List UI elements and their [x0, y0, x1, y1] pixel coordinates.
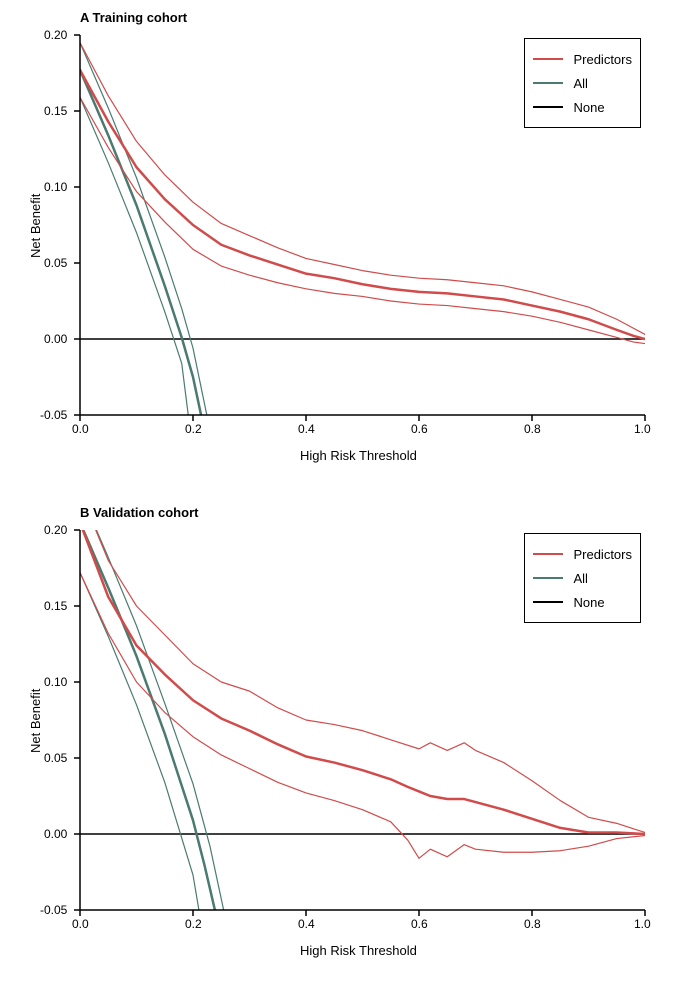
legend-swatch-predictors [533, 553, 563, 555]
legend-label: None [573, 595, 604, 610]
xtick-a: 0.2 [185, 422, 202, 436]
xtick-b: 0.6 [411, 917, 428, 931]
panel-a-title: A Training cohort [80, 10, 187, 25]
xtick-b: 0.8 [524, 917, 541, 931]
xtick-a: 0.8 [524, 422, 541, 436]
ytick-a: 0.05 [44, 256, 67, 270]
ytick-b: 0.00 [44, 827, 67, 841]
legend-swatch-all [533, 577, 563, 579]
ytick-a: 0.15 [44, 104, 67, 118]
xtick-a: 0.0 [72, 422, 89, 436]
legend-item: All [533, 566, 632, 590]
ytick-b: 0.10 [44, 675, 67, 689]
xtick-b: 0.4 [298, 917, 315, 931]
panel-b-legend: Predictors All None [524, 533, 641, 623]
panel-b-ylabel: Net Benefit [28, 689, 43, 753]
legend-label: Predictors [573, 52, 632, 67]
xtick-a: 1.0 [634, 422, 651, 436]
legend-swatch-all [533, 82, 563, 84]
panel-b-title: B Validation cohort [80, 505, 198, 520]
ytick-b: 0.15 [44, 599, 67, 613]
legend-label: Predictors [573, 547, 632, 562]
legend-item: All [533, 71, 632, 95]
panel-b-xlabel: High Risk Threshold [300, 943, 417, 958]
xtick-b: 0.0 [72, 917, 89, 931]
ytick-b: 0.20 [44, 523, 67, 537]
legend-swatch-none [533, 601, 563, 603]
panel-a: A Training cohort -0.05 0.00 0.05 0.10 0… [0, 0, 685, 495]
xtick-b: 0.2 [185, 917, 202, 931]
legend-item: Predictors [533, 47, 632, 71]
panel-b: B Validation cohort -0.05 0.00 0.05 0.10… [0, 495, 685, 990]
ytick-a: -0.05 [40, 408, 67, 422]
xtick-a: 0.6 [411, 422, 428, 436]
legend-item: None [533, 95, 632, 119]
figure-container: A Training cohort -0.05 0.00 0.05 0.10 0… [0, 0, 685, 990]
panel-a-ylabel: Net Benefit [28, 194, 43, 258]
xtick-a: 0.4 [298, 422, 315, 436]
ytick-b: -0.05 [40, 903, 67, 917]
ytick-a: 0.00 [44, 332, 67, 346]
ytick-a: 0.20 [44, 28, 67, 42]
legend-label: All [573, 571, 587, 586]
ytick-b: 0.05 [44, 751, 67, 765]
legend-item: Predictors [533, 542, 632, 566]
legend-item: None [533, 590, 632, 614]
legend-label: None [573, 100, 604, 115]
ytick-a: 0.10 [44, 180, 67, 194]
xtick-b: 1.0 [634, 917, 651, 931]
legend-swatch-none [533, 106, 563, 108]
panel-a-xlabel: High Risk Threshold [300, 448, 417, 463]
panel-a-legend: Predictors All None [524, 38, 641, 128]
legend-swatch-predictors [533, 58, 563, 60]
legend-label: All [573, 76, 587, 91]
